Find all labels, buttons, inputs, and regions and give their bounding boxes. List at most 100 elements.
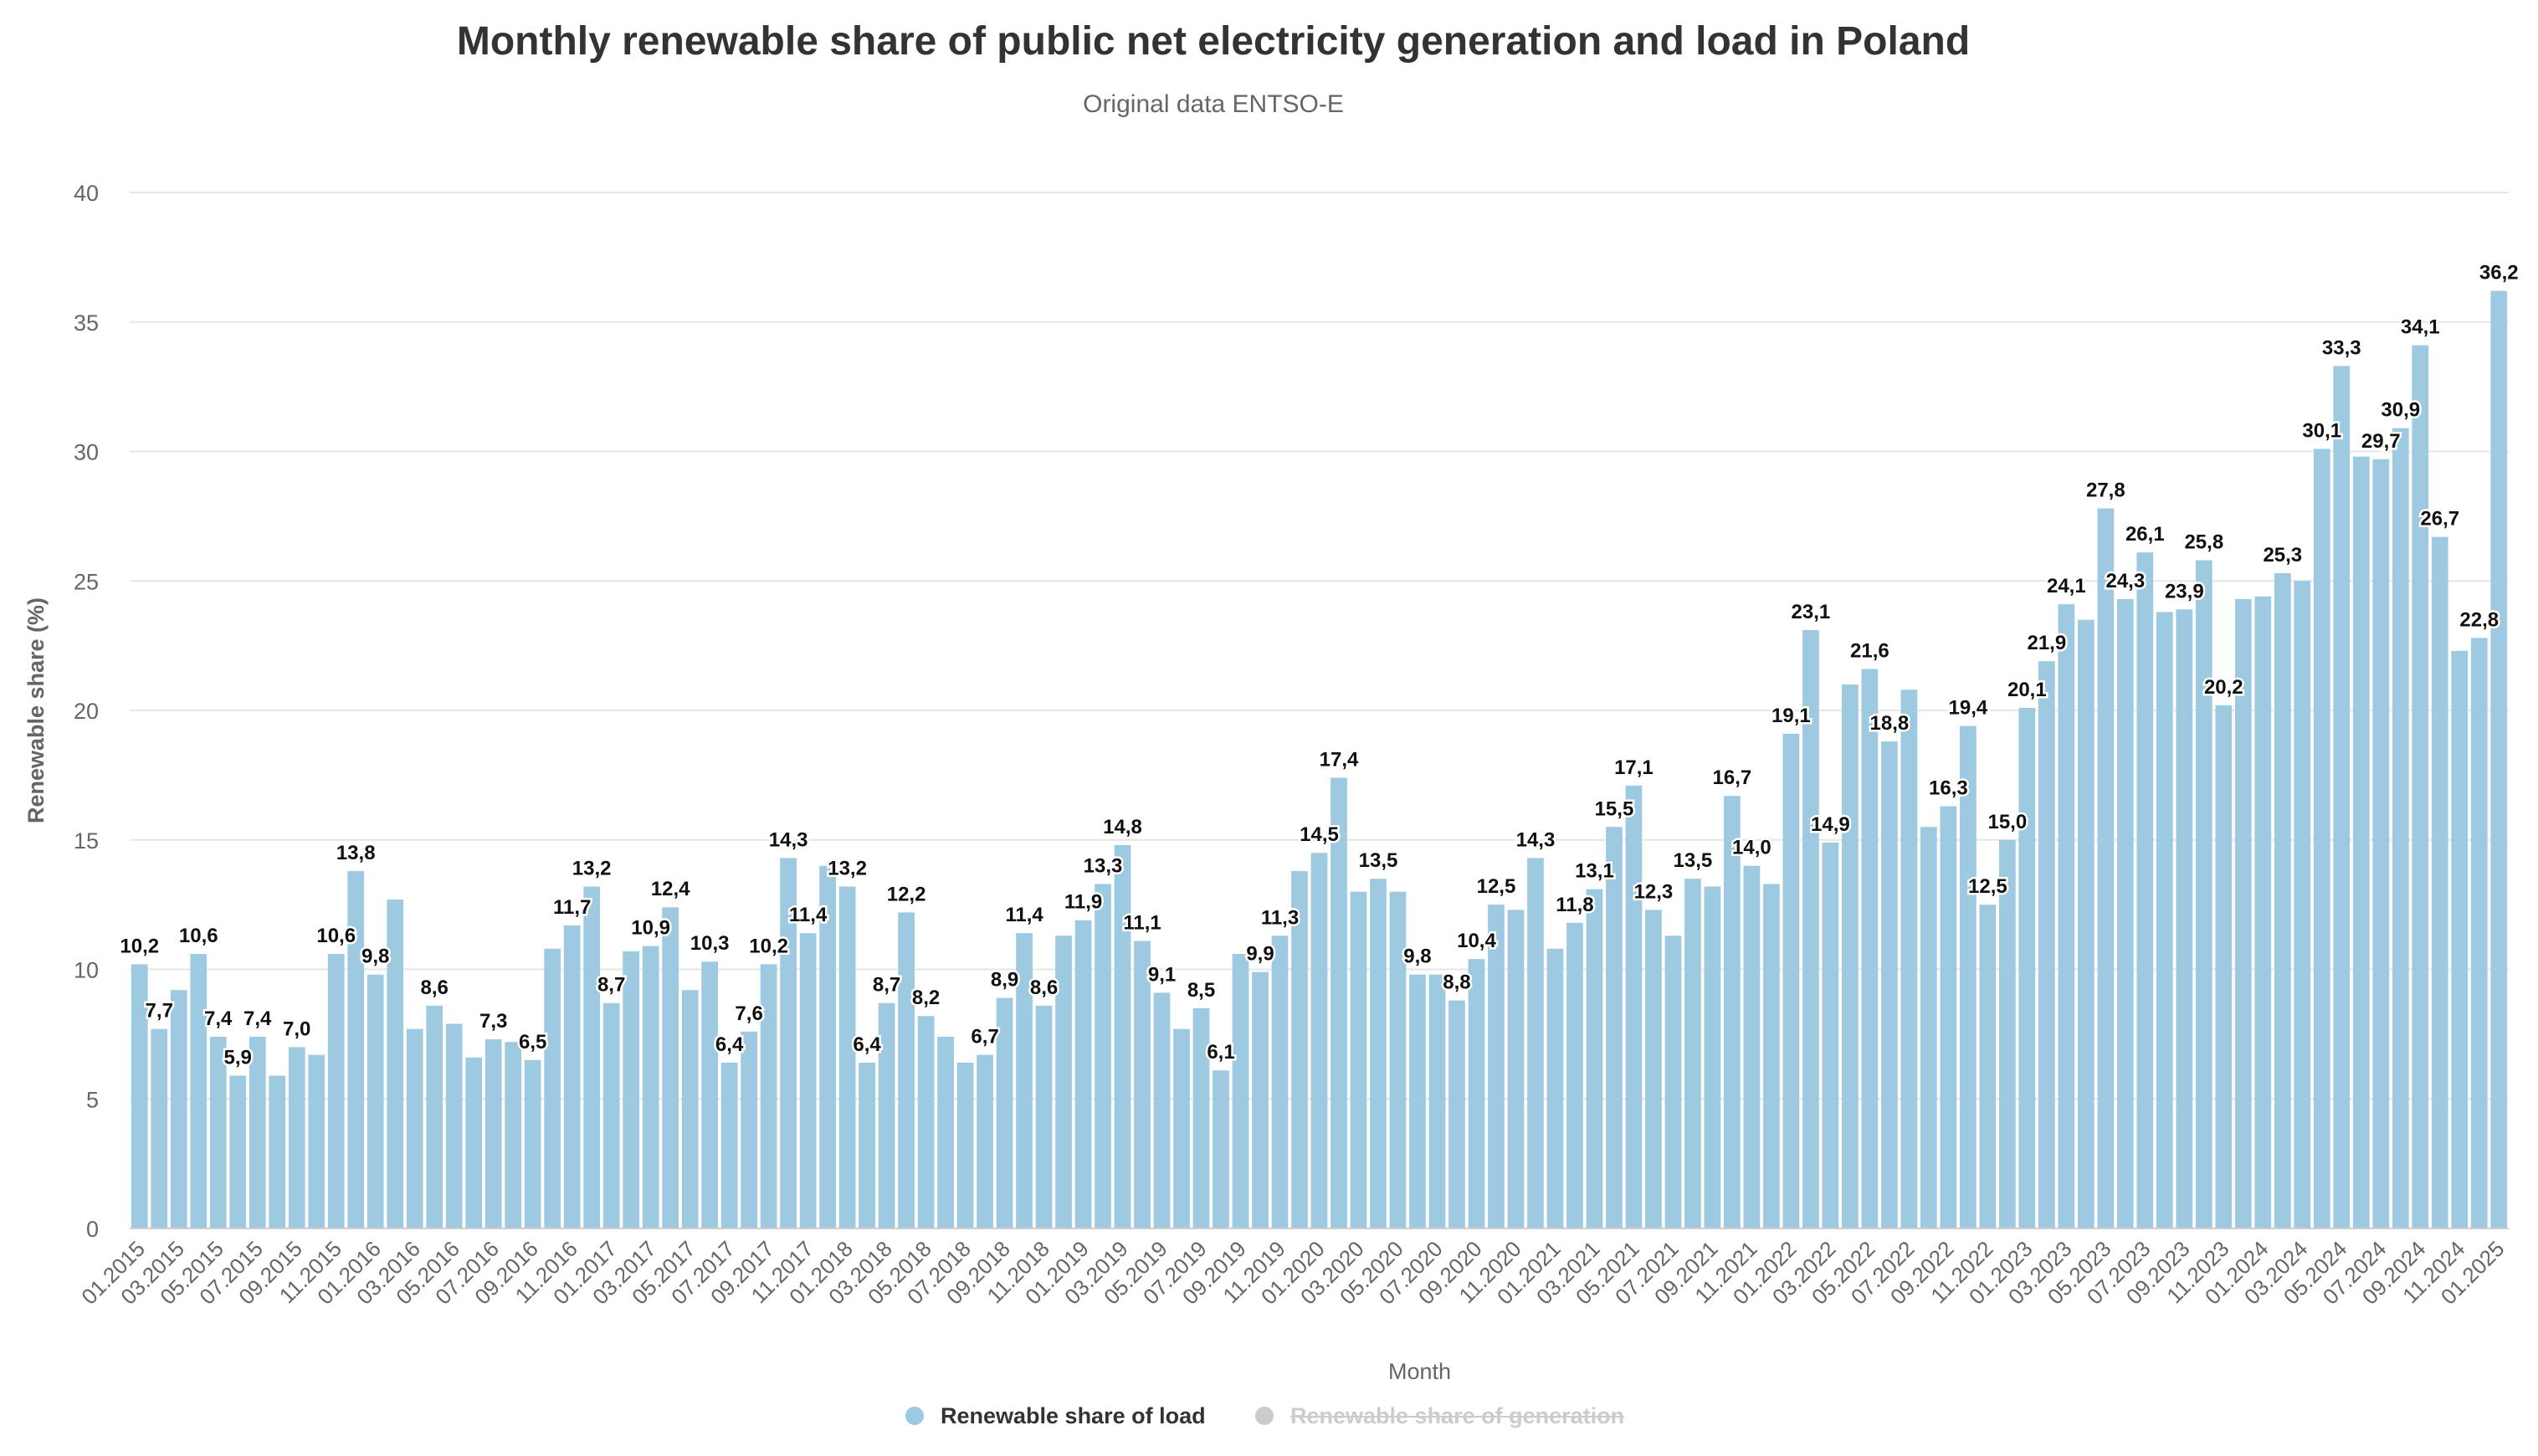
bar[interactable] [859,1062,875,1228]
bar[interactable] [741,1031,757,1228]
bar[interactable] [485,1039,502,1228]
bar[interactable] [2018,707,2036,1228]
bar[interactable] [1724,796,1741,1228]
bar[interactable] [1389,891,1407,1228]
bar[interactable] [1586,889,1603,1228]
bar[interactable] [2254,596,2272,1228]
bar[interactable] [642,946,659,1228]
bar[interactable] [780,858,797,1228]
bar[interactable] [1192,1007,1210,1228]
bar[interactable] [760,964,777,1228]
bar[interactable] [1291,870,1308,1228]
bar[interactable] [308,1054,326,1228]
bar[interactable] [681,990,699,1228]
bar[interactable] [1114,844,1131,1228]
bar[interactable] [524,1059,541,1228]
bar[interactable] [1763,884,1780,1228]
bar[interactable] [544,948,561,1228]
bar[interactable] [1350,891,1367,1228]
bar[interactable] [1074,920,1092,1228]
bar[interactable] [2097,508,2115,1228]
bar[interactable] [1428,974,1446,1228]
bar[interactable] [406,1028,423,1228]
bar[interactable] [2234,598,2252,1228]
bar[interactable] [1016,933,1033,1228]
bar[interactable] [209,1036,227,1228]
bar[interactable] [1900,690,1918,1228]
bar[interactable] [563,925,581,1228]
bar[interactable] [2038,661,2055,1228]
bar[interactable] [1488,905,1505,1228]
bar[interactable] [1881,741,1898,1228]
bar[interactable] [1055,936,1072,1228]
bar[interactable] [1802,630,1819,1228]
bar[interactable] [1409,974,1426,1228]
bar[interactable] [367,974,384,1228]
bar[interactable] [1035,1005,1053,1228]
bar[interactable] [327,953,345,1228]
bar[interactable] [2294,581,2311,1228]
bar[interactable] [1979,905,1997,1228]
bar[interactable] [602,1002,620,1228]
bar[interactable] [1625,785,1643,1228]
bar[interactable] [2156,612,2173,1228]
bar[interactable] [465,1057,483,1228]
bar[interactable] [1704,886,1721,1228]
bar[interactable] [2392,428,2409,1228]
bar[interactable] [2431,536,2448,1228]
bar[interactable] [2077,619,2094,1228]
bar[interactable] [2058,604,2075,1228]
bar[interactable] [131,964,148,1228]
bar[interactable] [445,1023,463,1228]
bar[interactable] [2451,650,2469,1228]
bar[interactable] [1252,972,1269,1228]
bar[interactable] [623,951,640,1228]
bar[interactable] [1940,806,1957,1228]
bar[interactable] [2136,552,2154,1228]
bar[interactable] [249,1036,266,1228]
bar[interactable] [229,1075,247,1228]
bar[interactable] [1684,879,1701,1228]
bar[interactable] [190,953,208,1228]
bar[interactable] [1998,839,2016,1228]
bar[interactable] [1645,910,1662,1228]
bar[interactable] [1331,777,1347,1228]
bar[interactable] [170,990,187,1228]
bar[interactable] [583,886,601,1228]
bar[interactable] [1134,941,1151,1228]
bar[interactable] [819,865,836,1228]
bar[interactable] [1546,948,1564,1228]
bar[interactable] [1448,1000,1465,1228]
bar[interactable] [2372,459,2390,1228]
bar[interactable] [662,907,679,1228]
bar[interactable] [1527,858,1544,1228]
bar[interactable] [1606,827,1623,1228]
bar[interactable] [977,1054,993,1228]
bar[interactable] [1959,725,1977,1228]
bar[interactable] [917,1016,935,1228]
bar[interactable] [269,1075,286,1228]
bar[interactable] [2195,560,2212,1228]
bar[interactable] [2412,345,2429,1229]
bar[interactable] [2274,572,2291,1228]
bar[interactable] [838,886,856,1228]
legend-item-renewable-share-of-generation[interactable]: Renewable share of generation [1255,1399,1624,1433]
bar[interactable] [1743,865,1761,1228]
bar[interactable] [937,1036,954,1228]
bar[interactable] [2352,456,2370,1228]
bar[interactable] [2313,449,2330,1228]
bar[interactable] [2176,609,2193,1228]
bar[interactable] [347,870,365,1228]
bar[interactable] [288,1047,305,1228]
bar[interactable] [1782,733,1800,1228]
bar[interactable] [1507,910,1525,1228]
bar[interactable] [2490,290,2508,1228]
bar[interactable] [799,933,817,1228]
legend-item-renewable-share-of-load[interactable]: Renewable share of load [905,1399,1206,1433]
bar[interactable] [387,899,404,1228]
bar[interactable] [1664,936,1682,1228]
bar[interactable] [2470,638,2488,1228]
bar[interactable] [1213,1070,1229,1228]
bar[interactable] [151,1028,168,1228]
bar[interactable] [1861,669,1879,1228]
